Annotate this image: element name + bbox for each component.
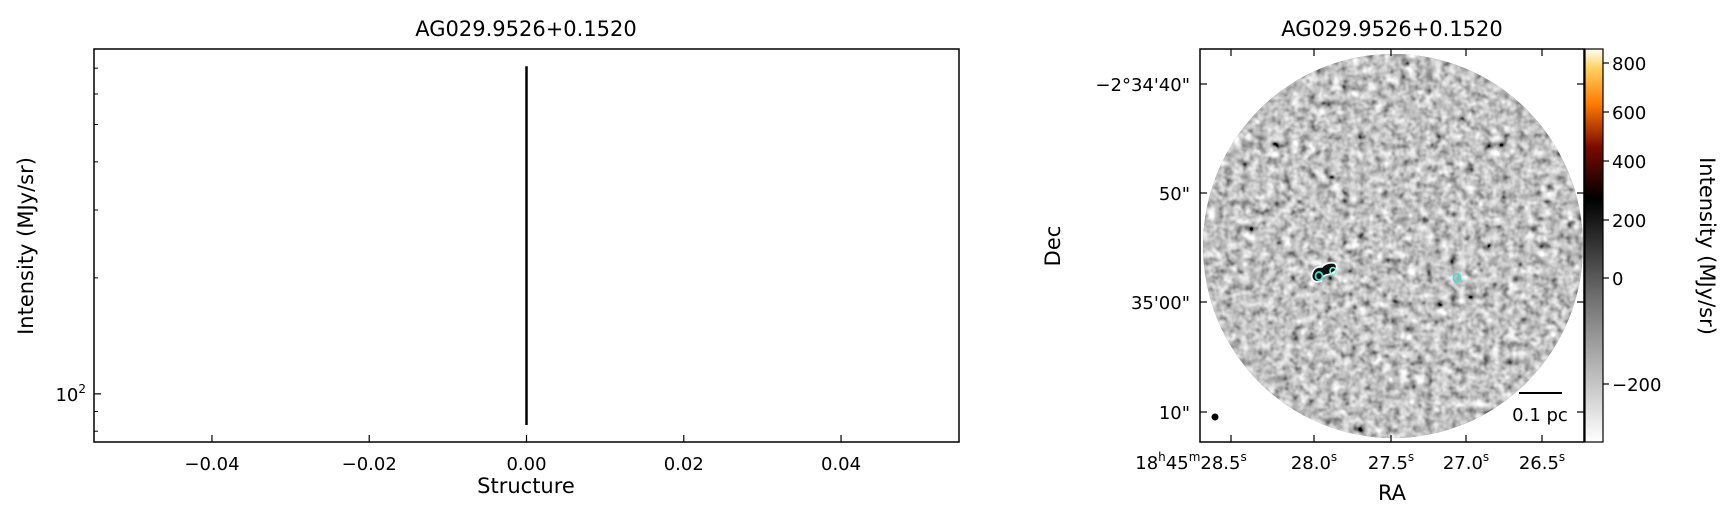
colorbar-tick-label: 400: [1612, 152, 1646, 173]
source-marker: [1329, 266, 1337, 276]
colorbar-tick-label: 0: [1612, 269, 1623, 290]
beam-marker: [1211, 413, 1219, 421]
y-tick-label: 102: [55, 382, 86, 406]
x-tick-label: 0.02: [664, 454, 704, 475]
ra-tick-label: 26.5s: [1519, 450, 1565, 474]
x-tick-label: 0.04: [821, 454, 861, 475]
contour-source-region: [1310, 262, 1338, 283]
source-marker: [1314, 271, 1324, 281]
dec-tick-label: −2°34'40": [1095, 75, 1190, 96]
ra-tick-label: 28.0s: [1291, 450, 1337, 474]
ra-tick-label: 18h45m28.5s: [1135, 450, 1246, 474]
dec-tick-label: 50": [1159, 184, 1190, 205]
colorbar: [1584, 48, 1604, 443]
right-x-axis-label: RA: [1378, 481, 1407, 505]
ra-tick-label: 27.5s: [1368, 450, 1414, 474]
colorbar-tick-label: 200: [1612, 211, 1646, 232]
scale-bar-label: 0.1 pc: [1512, 405, 1568, 426]
right-chart-title: AG029.9526+0.1520: [1281, 17, 1503, 41]
x-tick-label: −0.04: [184, 454, 239, 475]
colorbar-tick-label: 800: [1612, 54, 1646, 75]
left-x-axis-label: Structure: [477, 474, 575, 498]
left-y-axis-label: Intensity (MJy/sr): [14, 157, 38, 335]
colorbar-tick-label: −200: [1612, 375, 1661, 396]
x-tick-label: 0.00: [506, 454, 546, 475]
x-tick-label: −0.02: [342, 454, 397, 475]
right-plot-frame: [1199, 48, 1585, 443]
source-marker: [1452, 273, 1462, 283]
colorbar-label: Intensity (MJy/sr): [1695, 157, 1719, 335]
colorbar-tick-label: 600: [1612, 103, 1646, 124]
left-chart-title: AG029.9526+0.1520: [415, 17, 637, 41]
intensity-map: [1203, 54, 1583, 438]
dec-tick-label: 10": [1159, 403, 1190, 424]
ra-tick-label: 27.0s: [1443, 450, 1489, 474]
right-y-axis-label: Dec: [1041, 226, 1065, 267]
dec-tick-label: 35'00": [1131, 293, 1190, 314]
